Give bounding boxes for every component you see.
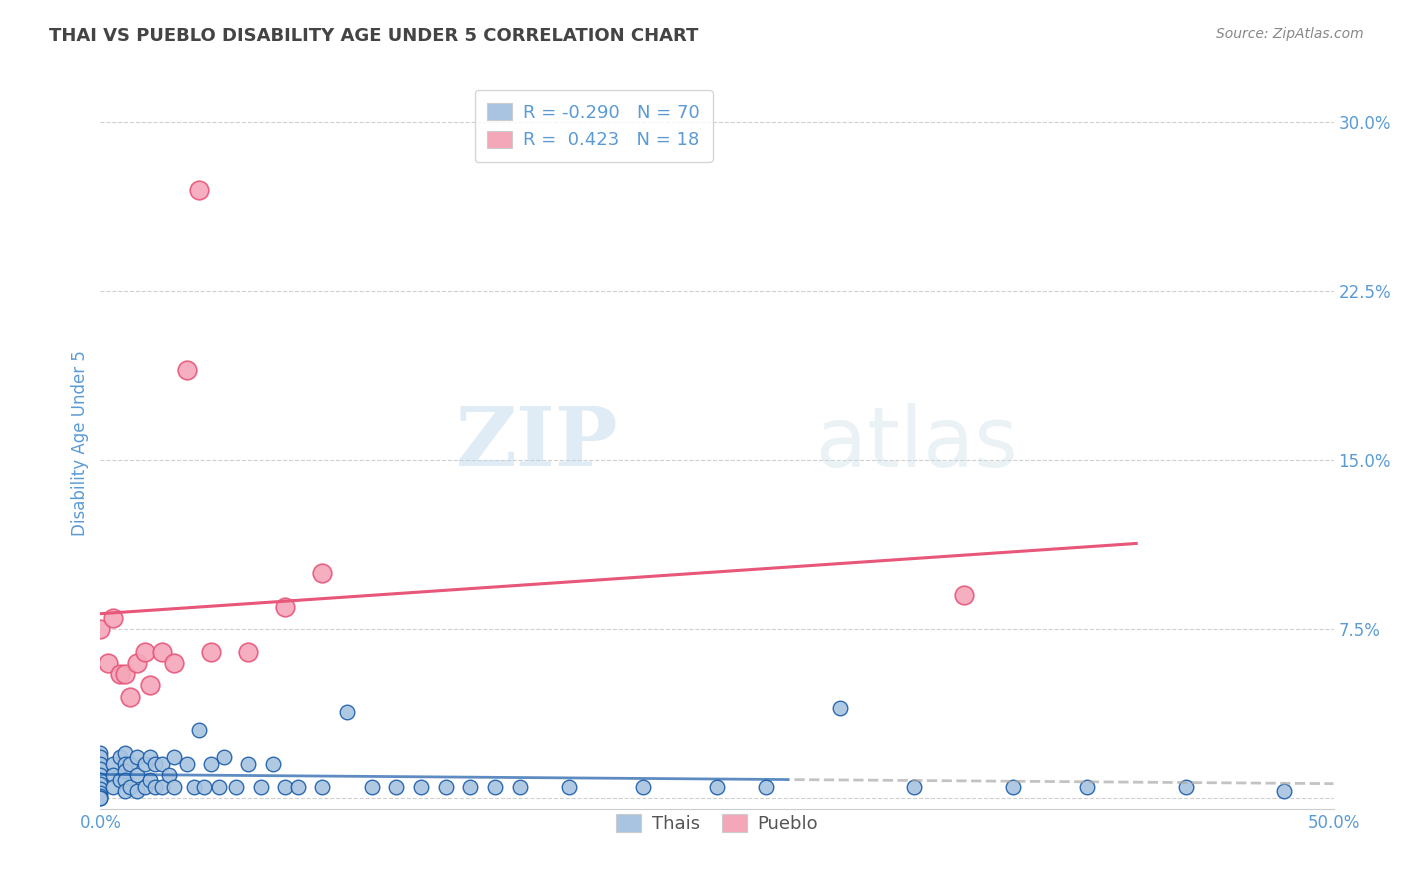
- Point: [176, 363, 198, 377]
- Point: [183, 780, 205, 794]
- Point: [409, 780, 432, 794]
- Point: [385, 780, 408, 794]
- Point: [150, 780, 173, 794]
- Point: [1174, 780, 1197, 794]
- Point: [1001, 780, 1024, 794]
- Point: [114, 772, 136, 787]
- Point: [134, 780, 156, 794]
- Point: [89, 790, 111, 805]
- Point: [1272, 784, 1295, 798]
- Point: [157, 768, 180, 782]
- Point: [89, 786, 111, 800]
- Point: [163, 750, 186, 764]
- Point: [114, 746, 136, 760]
- Point: [118, 690, 141, 704]
- Point: [114, 757, 136, 772]
- Point: [434, 780, 457, 794]
- Point: [143, 757, 166, 772]
- Point: [89, 746, 111, 760]
- Point: [249, 780, 271, 794]
- Point: [114, 667, 136, 681]
- Point: [193, 780, 215, 794]
- Point: [1076, 780, 1098, 794]
- Point: [274, 780, 297, 794]
- Point: [163, 780, 186, 794]
- Text: atlas: atlas: [815, 403, 1018, 483]
- Point: [89, 772, 111, 787]
- Point: [262, 757, 284, 772]
- Point: [108, 772, 131, 787]
- Point: [176, 757, 198, 772]
- Point: [89, 790, 111, 805]
- Point: [212, 750, 235, 764]
- Point: [118, 757, 141, 772]
- Point: [706, 780, 728, 794]
- Point: [89, 777, 111, 791]
- Point: [138, 678, 160, 692]
- Point: [208, 780, 231, 794]
- Point: [903, 780, 925, 794]
- Point: [755, 780, 778, 794]
- Point: [134, 644, 156, 658]
- Point: [127, 784, 149, 798]
- Text: THAI VS PUEBLO DISABILITY AGE UNDER 5 CORRELATION CHART: THAI VS PUEBLO DISABILITY AGE UNDER 5 CO…: [49, 27, 699, 45]
- Point: [143, 780, 166, 794]
- Point: [225, 780, 247, 794]
- Y-axis label: Disability Age Under 5: Disability Age Under 5: [72, 351, 89, 536]
- Point: [200, 757, 222, 772]
- Point: [138, 772, 160, 787]
- Point: [484, 780, 506, 794]
- Point: [163, 656, 186, 670]
- Point: [89, 750, 111, 764]
- Legend: Thais, Pueblo: Thais, Pueblo: [605, 804, 830, 844]
- Point: [138, 750, 160, 764]
- Point: [188, 183, 211, 197]
- Point: [509, 780, 531, 794]
- Point: [114, 764, 136, 778]
- Point: [89, 789, 111, 803]
- Point: [150, 757, 173, 772]
- Point: [200, 644, 222, 658]
- Point: [101, 757, 124, 772]
- Point: [336, 706, 359, 720]
- Point: [238, 757, 260, 772]
- Point: [101, 780, 124, 794]
- Point: [150, 644, 173, 658]
- Point: [360, 780, 382, 794]
- Point: [631, 780, 654, 794]
- Point: [458, 780, 481, 794]
- Text: ZIP: ZIP: [456, 403, 619, 483]
- Text: Source: ZipAtlas.com: Source: ZipAtlas.com: [1216, 27, 1364, 41]
- Point: [134, 757, 156, 772]
- Point: [287, 780, 309, 794]
- Point: [89, 781, 111, 796]
- Point: [952, 588, 974, 602]
- Point: [89, 762, 111, 776]
- Point: [238, 644, 260, 658]
- Point: [127, 656, 149, 670]
- Point: [311, 566, 333, 580]
- Point: [311, 780, 333, 794]
- Point: [101, 611, 124, 625]
- Point: [89, 757, 111, 772]
- Point: [274, 599, 297, 614]
- Point: [830, 701, 852, 715]
- Point: [101, 768, 124, 782]
- Point: [127, 750, 149, 764]
- Point: [558, 780, 581, 794]
- Point: [108, 750, 131, 764]
- Point: [89, 622, 111, 636]
- Point: [89, 768, 111, 782]
- Point: [108, 667, 131, 681]
- Point: [188, 723, 211, 738]
- Point: [127, 768, 149, 782]
- Point: [97, 656, 120, 670]
- Point: [114, 784, 136, 798]
- Point: [118, 780, 141, 794]
